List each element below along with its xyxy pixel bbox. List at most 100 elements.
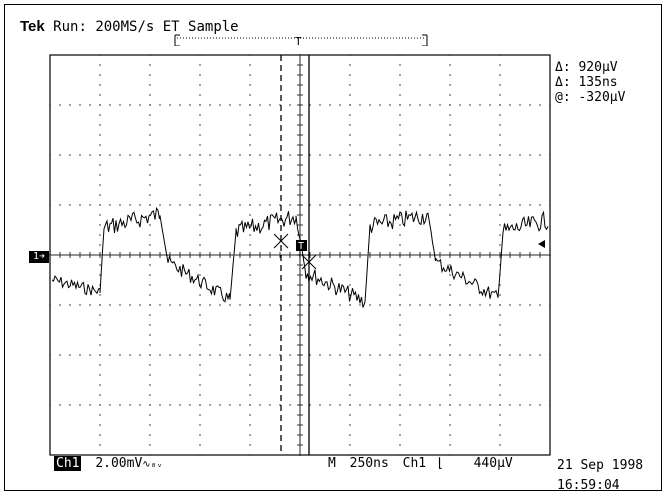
cursor-position-readout: @: -320µV [555,90,626,105]
graticule-dot [329,304,331,306]
graticule-dot [99,74,101,76]
graticule-dot [499,64,501,66]
graticule-dot [209,204,211,206]
graticule-dot [337,254,339,256]
graticule-dot [169,404,171,406]
graticule-dot [57,254,59,256]
graticule-dot [55,254,57,256]
graticule-dot [199,314,201,316]
graticule-dot [299,292,301,294]
graticule-dot [417,254,419,256]
graticule-dot [149,134,151,136]
graticule-dot [289,354,291,356]
graticule-dot [99,394,101,396]
graticule-dot [449,274,451,276]
graticule-dot [299,288,301,290]
graticule-dot [349,434,351,436]
channel1-badge[interactable]: Ch1 [54,456,82,471]
graticule-dot [139,404,141,406]
graticule-dot [471,254,473,256]
graticule-dot [209,304,211,306]
status-header: Tek Run: 200MS/s ET Sample [20,18,239,35]
graticule-dot [59,304,61,306]
graticule-dot [199,344,201,346]
graticule-dot [515,254,517,256]
graticule-dot [279,404,281,406]
graticule-dot [531,254,533,256]
graticule-dot [449,134,451,136]
graticule-dot [149,334,151,336]
graticule-dot [399,164,401,166]
graticule-dot [149,294,151,296]
graticule-dot [449,314,451,316]
graticule-dot [439,404,441,406]
graticule-dot [479,354,481,356]
graticule-dot [299,300,301,302]
graticule-dot [107,254,109,256]
graticule-dot [499,184,501,186]
graticule-dot [299,442,301,444]
graticule-dot [115,254,117,256]
graticule-dot [199,434,201,436]
trigger-position-marker[interactable] [296,240,307,251]
graticule-dot [499,344,501,346]
graticule-dot [179,304,181,306]
graticule-dot [69,354,71,356]
graticule-dot [119,304,121,306]
trigger-level-arrow[interactable] [538,240,545,248]
graticule-dot [361,254,363,256]
graticule-dot [349,394,351,396]
graticule-dot [355,254,357,256]
graticule-dot [399,94,401,96]
graticule-dot [489,304,491,306]
graticule-dot [437,254,439,256]
graticule-dot [99,84,101,86]
graticule-dot [509,404,511,406]
graticule-dot [499,204,501,206]
graticule-dot [249,434,251,436]
graticule-dot [149,224,151,226]
graticule-dot [521,254,523,256]
graticule-dot [299,86,301,88]
graticule-dot [429,204,431,206]
graticule-dot [149,444,151,446]
graticule-dot [339,104,341,106]
graticule-dot [511,254,513,256]
graticule-dot [159,104,161,106]
graticule-dot [299,130,301,132]
graticule-dot [349,114,351,116]
graticule-dot [215,254,217,256]
graticule-dot [399,284,401,286]
graticule-dot [399,114,401,116]
graticule-dot [299,132,301,134]
graticule-dot [209,404,211,406]
graticule-dot [399,334,401,336]
graticule-dot [499,154,501,156]
graticule-dot [299,150,301,152]
graticule-dot [303,254,305,256]
graticule-dot [397,254,399,256]
graticule-dot [419,154,421,156]
graticule-dot [199,124,201,126]
graticule-dot [129,154,131,156]
graticule-dot [399,154,401,156]
graticule-dot [79,204,81,206]
graticule-dot [459,154,461,156]
graticule-dot [399,394,401,396]
graticule-dot [299,66,301,68]
acquisition-status: Run: 200MS/s ET Sample [53,19,239,35]
graticule-dot [299,218,301,220]
graticule-dot [221,254,223,256]
graticule-dot [469,404,471,406]
graticule-dot [179,104,181,106]
channel1-ground-marker[interactable]: 1➔ [29,251,49,263]
graticule-dot [485,254,487,256]
graticule-dot [299,342,301,344]
graticule-dot [499,114,501,116]
graticule-dot [109,354,111,356]
graticule-dot [309,104,311,106]
graticule-dot [131,254,133,256]
graticule-dot [499,104,501,106]
graticule-dot [449,114,451,116]
graticule-dot [407,254,409,256]
